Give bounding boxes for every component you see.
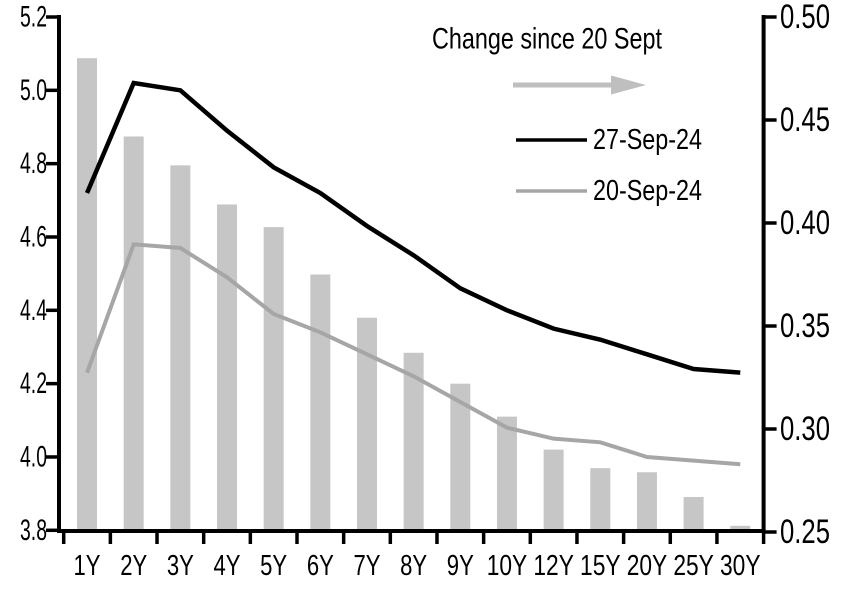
legend-entry-label: 20-Sep-24 [593, 175, 702, 207]
x-axis-category-label: 3Y [167, 550, 194, 582]
bar-change-since-20sept [636, 472, 657, 531]
left-axis-tick-label: 4.8 [20, 147, 47, 180]
x-axis-category-label: 10Y [487, 550, 528, 582]
left-axis-tick-label: 4.6 [20, 220, 47, 253]
bar-change-since-20sept [310, 274, 331, 531]
right-arrow-head-icon [611, 75, 646, 95]
x-axis-category-label: 30Y [720, 550, 761, 582]
right-axis-tick-label: 0.50 [780, 0, 830, 36]
legend-title: Change since 20 Sept [432, 23, 663, 56]
bar-change-since-20sept [356, 317, 377, 531]
x-axis-category-label: 12Y [533, 550, 574, 582]
left-axis-tick-label: 4.4 [20, 294, 47, 327]
x-axis-category-label: 9Y [447, 550, 474, 582]
bar-change-since-20sept [683, 496, 704, 531]
x-axis-category-label: 6Y [307, 550, 334, 582]
right-axis-tick-label: 0.40 [780, 204, 830, 242]
bar-change-since-20sept [543, 449, 564, 531]
bar-change-since-20sept [77, 58, 98, 531]
line-27-sep-24 [84, 80, 741, 375]
x-axis-category-label: 20Y [627, 550, 668, 582]
x-axis-category-label: 2Y [120, 550, 147, 582]
bar-change-since-20sept [730, 525, 751, 531]
x-axis-category-label: 15Y [580, 550, 621, 582]
bar-change-since-20sept [450, 383, 471, 531]
bar-change-since-20sept [496, 416, 517, 531]
bar-change-since-20sept [263, 227, 284, 531]
right-axis-tick-label: 0.30 [780, 410, 830, 448]
x-axis-category-label: 1Y [74, 550, 101, 582]
right-axis-tick-label: 0.25 [780, 513, 830, 551]
bar-change-since-20sept [170, 165, 191, 531]
bar-change-since-20sept [123, 136, 144, 532]
line-20-sep-24 [85, 242, 741, 467]
x-axis-category-label: 7Y [353, 550, 380, 582]
left-axis-tick-label: 5.2 [20, 1, 47, 34]
x-axis-category-label: 25Y [673, 550, 714, 582]
legend-entry-label: 27-Sep-24 [593, 124, 702, 156]
left-axis-tick-label: 5.0 [20, 74, 47, 107]
left-axis-tick-label: 3.8 [20, 514, 47, 547]
x-axis-category-label: 5Y [260, 550, 287, 582]
left-axis-tick-label: 4.0 [20, 440, 47, 473]
bar-change-since-20sept [590, 468, 611, 531]
x-axis-category-label: 8Y [400, 550, 427, 582]
x-axis-category-label: 4Y [214, 550, 241, 582]
bar-change-since-20sept [217, 204, 238, 531]
right-axis-tick-label: 0.35 [780, 307, 830, 345]
right-axis-tick-label: 0.45 [780, 101, 830, 139]
bar-change-since-20sept [403, 352, 424, 531]
left-axis-tick-label: 4.2 [20, 367, 47, 400]
